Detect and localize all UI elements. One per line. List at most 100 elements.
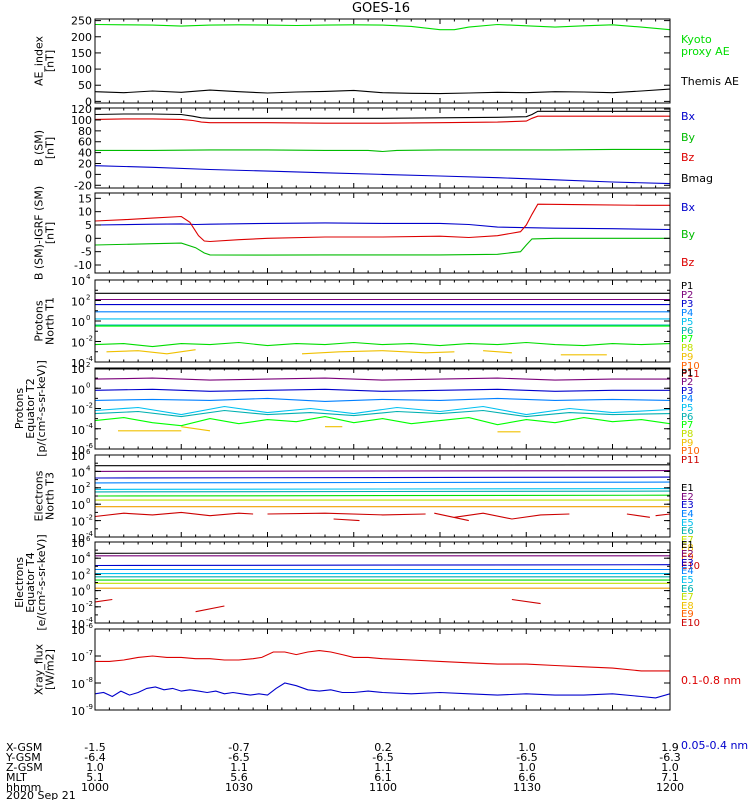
y-tick-exponent: 0 <box>86 497 90 505</box>
y-tick-exponent: 4 <box>86 551 91 559</box>
y-tick-label: 10 <box>71 450 85 463</box>
series-e10 <box>95 598 113 603</box>
y-tick-label: 10 <box>71 337 85 350</box>
y-tick-label: -5 <box>81 246 92 259</box>
ephemeris-value: -6.5 <box>372 751 393 764</box>
legend-e1: E1 <box>681 483 694 494</box>
series-bz <box>95 115 670 124</box>
series-e1 <box>95 464 670 467</box>
series-e7 <box>95 494 670 497</box>
series-p5 <box>95 405 670 416</box>
ephemeris-value: 1.1 <box>374 761 392 774</box>
ephemeris-value: 6.1 <box>374 771 392 784</box>
series-p9 <box>106 349 196 355</box>
y-tick-label: -20 <box>74 179 92 192</box>
legend-p3: P3 <box>681 386 693 397</box>
series-e1 <box>95 551 670 554</box>
ephemeris-label-z-gsm: Z-GSM <box>6 761 43 774</box>
y-tick-label: 150 <box>71 47 92 60</box>
y-tick-label: 10 <box>71 618 85 631</box>
y-tick-label: 60 <box>78 136 92 149</box>
legend-e6: E6 <box>681 526 694 537</box>
y-tick-label: 10 <box>71 363 85 376</box>
ephemeris-value: 1030 <box>225 781 253 794</box>
series-e10 <box>454 512 570 520</box>
series-e2 <box>95 470 670 472</box>
ephemeris-value: 1.9 <box>661 741 679 754</box>
panel-frame <box>94 107 671 189</box>
y-axis-label: [W/m2] <box>44 649 57 690</box>
ephemeris-value: 1.0 <box>518 741 536 754</box>
y-tick-label: 10 <box>71 444 85 457</box>
y-tick-exponent: 6 <box>86 448 91 456</box>
series-e10 <box>511 598 541 605</box>
legend-p5: P5 <box>681 403 693 414</box>
y-tick-label: 200 <box>71 31 92 44</box>
series-by <box>95 148 670 153</box>
y-tick-exponent: -7 <box>86 649 93 657</box>
panel-frame <box>94 541 671 624</box>
legend-e7: E7 <box>681 535 694 546</box>
legend-p2: P2 <box>681 290 693 301</box>
series-e10 <box>626 513 650 518</box>
y-tick-label: -10 <box>74 259 92 272</box>
y-tick-exponent: 6 <box>86 535 91 543</box>
y-tick-label: 250 <box>71 15 92 28</box>
y-tick-label: 40 <box>78 147 92 160</box>
legend-p11: P11 <box>681 455 700 466</box>
y-axis-label: North T3 <box>44 472 57 520</box>
series-group <box>95 368 670 433</box>
y-axis-label: [p/(cm²-s-sr-keV)] <box>35 360 48 457</box>
y-axis-label: [nT] <box>44 222 57 244</box>
series-p9 <box>483 350 512 354</box>
ephemeris-value: 1200 <box>656 781 684 794</box>
y-tick-label: 15 <box>78 192 92 205</box>
legend-e5: E5 <box>681 575 694 586</box>
y-tick-label: 10 <box>71 532 85 545</box>
panel-frame <box>94 18 671 104</box>
y-tick-label: 10 <box>71 383 85 396</box>
y-axis-label: Electrons <box>13 557 26 608</box>
series-e5 <box>95 488 670 490</box>
y-tick-label: 10 <box>71 357 85 370</box>
y-tick-label: 10 <box>71 537 85 550</box>
series-group <box>95 464 670 522</box>
y-axis-label: North T1 <box>44 297 57 345</box>
y-tick-exponent: 0 <box>86 314 90 322</box>
legend-by: By <box>681 228 696 241</box>
legend-e4: E4 <box>681 566 694 577</box>
panel-frame <box>94 628 671 711</box>
legend-bz: Bz <box>681 256 695 269</box>
y-tick-label: 10 <box>71 499 85 512</box>
series-0-05-0-4-nm <box>95 682 670 699</box>
y-tick-exponent: -4 <box>86 422 94 430</box>
y-tick-exponent: 2 <box>86 481 90 489</box>
ephemeris-label-y-gsm: Y-GSM <box>5 751 41 764</box>
series-p9 <box>301 350 455 355</box>
y-tick-label: 120 <box>71 103 92 116</box>
legend-p1: P1 <box>681 281 693 292</box>
y-axis-label: [nT] <box>44 137 57 159</box>
y-tick-label: 10 <box>71 569 85 582</box>
y-tick-label: 10 <box>71 602 85 615</box>
y-tick-label: 10 <box>71 296 85 309</box>
y-tick-label: 10 <box>71 424 85 437</box>
legend-bmag: Bmag <box>681 172 713 185</box>
y-tick-label: 10 <box>71 586 85 599</box>
y-tick-label: 10 <box>71 316 85 329</box>
y-tick-exponent: 2 <box>86 294 90 302</box>
series-bz <box>95 203 670 243</box>
series-e10 <box>95 511 254 518</box>
y-axis-label: Protons <box>13 388 26 429</box>
legend-e3: E3 <box>681 500 694 511</box>
legend-e9: E9 <box>681 609 694 620</box>
y-axis-label: B (SM) <box>33 130 46 166</box>
y-tick-label: 10 <box>71 483 85 496</box>
series-e10 <box>333 518 360 522</box>
ephemeris-value: 1.0 <box>661 761 679 774</box>
series-e4 <box>95 481 670 484</box>
ephemeris-value: 1000 <box>81 781 109 794</box>
